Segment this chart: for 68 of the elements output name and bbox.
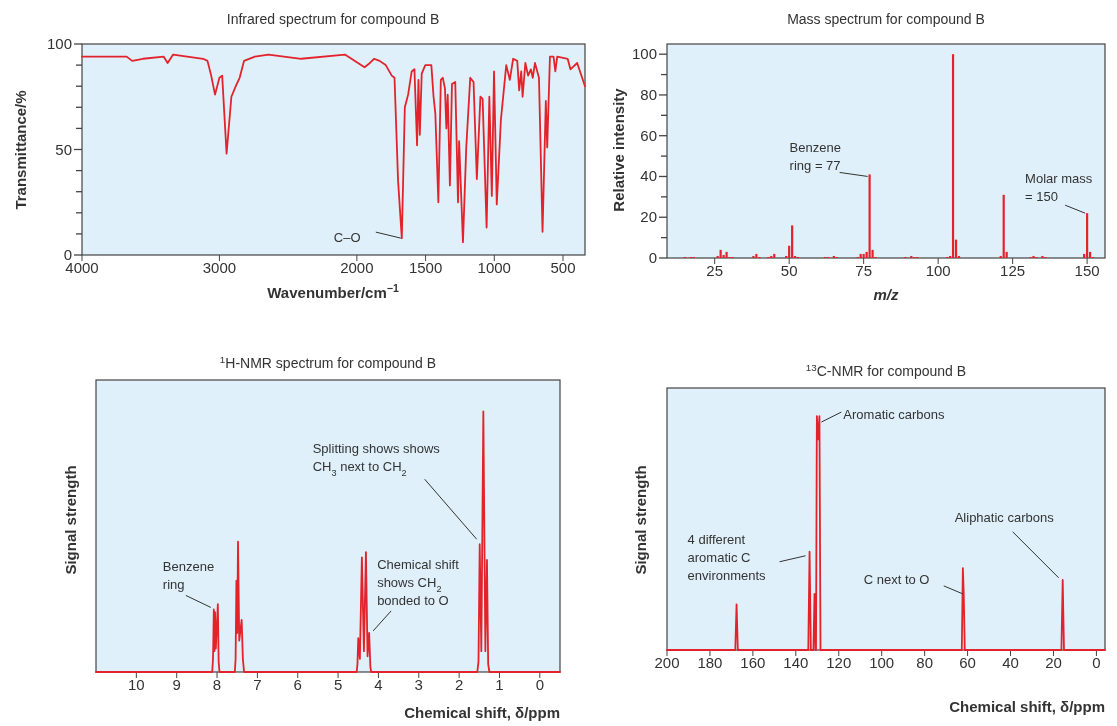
annotation: Molar mass = 150 <box>1025 171 1093 205</box>
x-tick-label: 8 <box>212 676 222 693</box>
bar <box>868 174 871 258</box>
x-tick-label: 500 <box>550 259 576 276</box>
y-tick-label: 40 <box>640 167 657 185</box>
chart-title: $^{1}$H-NMR spectrum for compound B <box>219 353 437 371</box>
x-tick-label: 0 <box>535 676 544 693</box>
annotation: Chemical shift shows CH$_{2}$ bonded to O <box>377 556 460 608</box>
y-axis-title: Transmittance/% <box>12 90 29 210</box>
x-tick-label: 100 <box>925 262 951 279</box>
x-tick-label: 9 <box>172 676 181 693</box>
x-tick-label: 3000 <box>202 259 237 276</box>
x-axis-title: Wavenumber/cm$^{−1}$ <box>267 282 399 301</box>
x-tick-label: 180 <box>697 654 723 671</box>
annotation: C next to O <box>863 571 930 587</box>
y-axis-title: Signal strength <box>62 465 79 575</box>
annotation: Aromatic carbons <box>843 407 946 423</box>
x-tick-label: 5 <box>333 676 343 693</box>
x-tick-label: 75 <box>855 262 872 279</box>
annotation: Splitting shows shows CH$_{3}$ next to CH$_{2}$ <box>312 441 441 479</box>
line-series <box>81 53 586 244</box>
x-tick-label: 6 <box>293 676 302 693</box>
x-axis-title: Chemical shift, δ/ppm <box>404 704 560 721</box>
y-tick-label: 20 <box>640 208 657 226</box>
x-tick-label: 0 <box>1092 654 1101 671</box>
annotation: Benzene ring <box>162 559 215 593</box>
bar <box>1002 194 1005 258</box>
x-tick-label: 40 <box>1002 654 1019 671</box>
y-axis-title: Signal strength <box>632 465 649 575</box>
x-tick-label: 120 <box>826 654 852 671</box>
y-tick-label: 100 <box>631 45 657 63</box>
x-axis-title: m/z <box>873 286 899 303</box>
annotation: C–O <box>333 230 361 246</box>
x-tick-label: 1500 <box>408 259 443 276</box>
x-tick-label: 100 <box>869 654 895 671</box>
x-tick-label: 140 <box>783 654 809 671</box>
x-tick-label: 1000 <box>477 259 511 276</box>
x-tick-label: 20 <box>1045 654 1062 671</box>
x-tick-label: 150 <box>1074 262 1100 279</box>
x-tick-label: 2000 <box>340 259 374 276</box>
chart-title: Infrared spectrum for compound B <box>226 11 440 27</box>
x-tick-label: 1 <box>495 676 504 693</box>
x-tick-label: 2 <box>454 676 464 693</box>
x-tick-label: 4 <box>374 676 383 693</box>
x-tick-label: 7 <box>253 676 262 693</box>
y-tick-label: 80 <box>640 85 657 103</box>
bar <box>791 225 794 258</box>
y-tick-label: 60 <box>640 126 657 144</box>
x-tick-label: 50 <box>780 262 798 279</box>
x-axis-title: Chemical shift, δ/ppm <box>949 698 1105 715</box>
x-tick-label: 200 <box>654 654 680 671</box>
bar <box>1086 213 1089 258</box>
x-tick-label: 60 <box>959 654 976 671</box>
annotation: 4 different aromatic C environments <box>687 531 767 583</box>
chart-title: Mass spectrum for compound B <box>787 11 985 27</box>
y-axis-title: Relative intensity <box>610 87 627 212</box>
bar <box>951 54 955 258</box>
annotation: Benzene ring = 77 <box>789 140 841 174</box>
y-tick-label: 50 <box>55 140 72 158</box>
x-tick-label: 160 <box>740 654 766 671</box>
x-tick-label: 3 <box>414 676 423 693</box>
x-tick-label: 25 <box>706 262 724 279</box>
x-tick-label: 10 <box>128 676 145 693</box>
x-tick-label: 80 <box>916 654 933 671</box>
x-tick-label: 125 <box>1000 262 1026 279</box>
chart-title: $^{13}$C-NMR for compound B <box>805 361 967 379</box>
annotation: Aliphatic carbons <box>954 509 1055 525</box>
y-tick-label: 100 <box>46 35 72 52</box>
